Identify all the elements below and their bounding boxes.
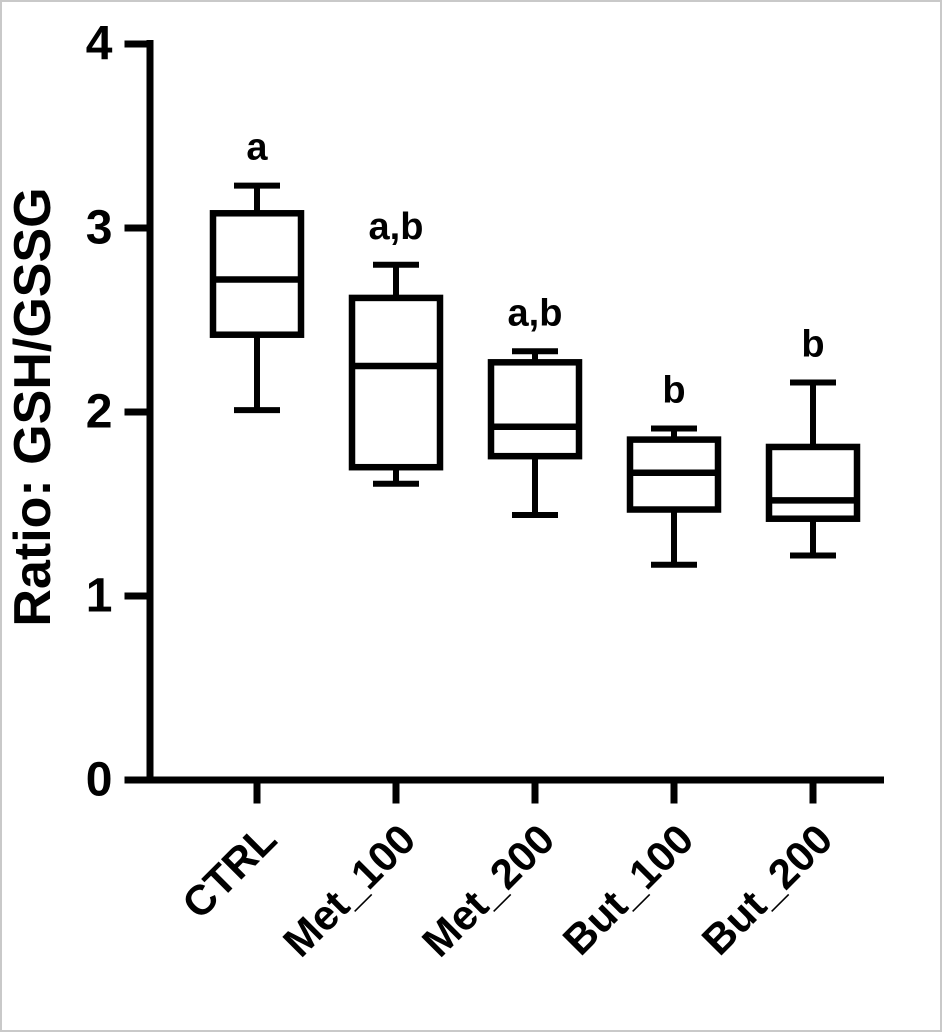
x-category-label: CTRL bbox=[173, 815, 285, 927]
significance-letter: b bbox=[801, 324, 824, 366]
y-tick-label: 2 bbox=[86, 386, 113, 439]
plot-layer: 0 1 2 3 4 a CTRL a,b Met_100 a,b Met_200 b But_100 b B… bbox=[86, 18, 884, 966]
y-tick-label: 0 bbox=[86, 754, 113, 807]
x-category-label: But_200 bbox=[693, 815, 842, 964]
x-category-label: Met_200 bbox=[413, 815, 563, 965]
box-But_200 bbox=[765, 443, 861, 522]
x-category-label: But_100 bbox=[554, 815, 703, 964]
significance-letter: b bbox=[662, 370, 685, 412]
box-Met_200 bbox=[487, 359, 583, 460]
significance-letter: a,b bbox=[508, 292, 563, 334]
significance-letter: a bbox=[246, 127, 268, 169]
y-tick-label: 4 bbox=[86, 18, 113, 71]
box-CTRL bbox=[209, 210, 305, 338]
y-tick-label: 3 bbox=[86, 202, 113, 255]
y-axis-title: Ratio: GSH/GSSG bbox=[4, 187, 62, 626]
y-tick-label: 1 bbox=[86, 570, 113, 623]
significance-letter: a,b bbox=[369, 206, 424, 248]
box-Met_100 bbox=[348, 294, 444, 471]
x-category-label: Met_100 bbox=[274, 815, 424, 965]
